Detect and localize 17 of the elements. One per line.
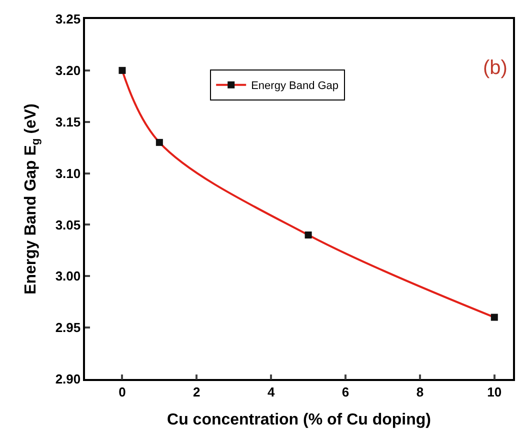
x-tick-label: 4 <box>267 384 276 400</box>
y-tick-label: 3.00 <box>55 268 81 284</box>
y-tick-label: 3.10 <box>55 166 81 181</box>
x-axis-title: Cu concentration (% of Cu doping) <box>167 412 431 429</box>
y-tick-label: 2.90 <box>55 372 81 387</box>
x-tick-label: 2 <box>193 384 200 400</box>
annotation: (b) <box>483 57 508 79</box>
y-tick-label: 3.20 <box>55 62 81 78</box>
y-tick-label: 3.05 <box>55 217 81 232</box>
y-tick-label: 3.25 <box>55 12 81 27</box>
x-tick-label: 6 <box>342 384 350 400</box>
legend-label: Energy Band Gap <box>251 80 339 92</box>
y-tick-label: 2.95 <box>55 320 81 336</box>
x-tick-label: 0 <box>118 384 126 400</box>
y-tick-label: 3.15 <box>55 114 81 130</box>
x-tick-label: 8 <box>416 384 424 400</box>
x-tick-label: 10 <box>487 384 502 400</box>
